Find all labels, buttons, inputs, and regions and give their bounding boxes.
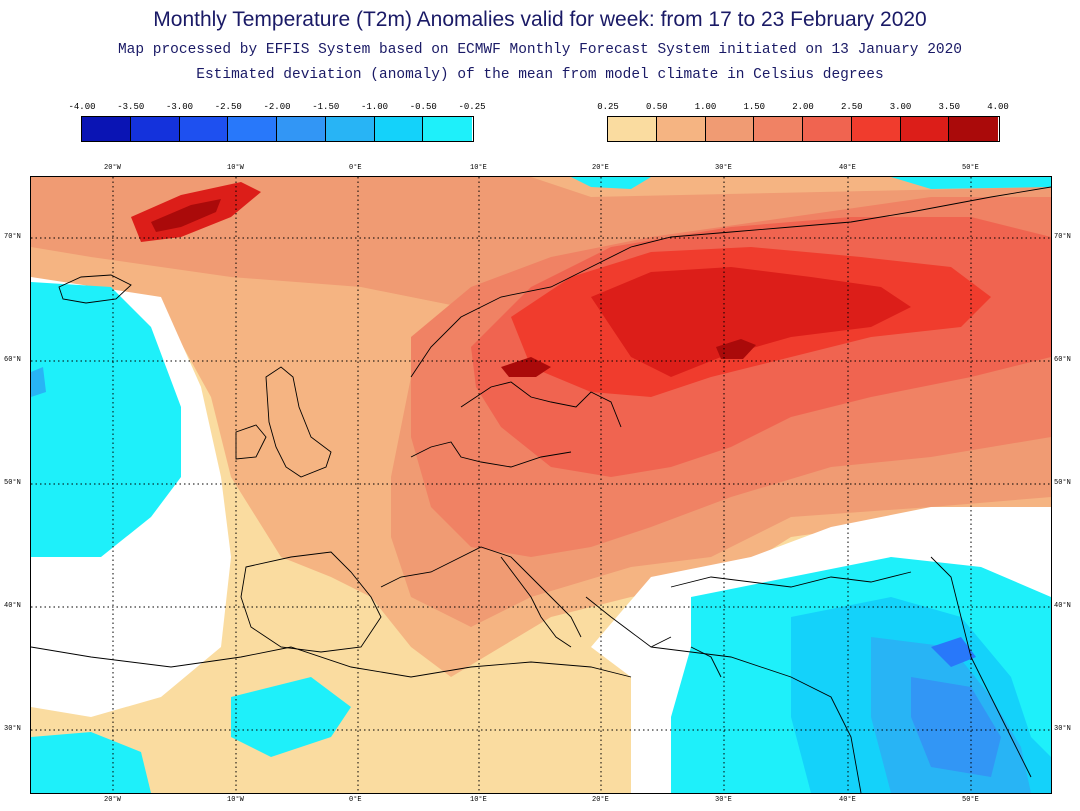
- lon-label: 20°E: [592, 164, 609, 172]
- lat-label: 70°N: [4, 233, 21, 241]
- anomaly-field-cold-arctic: [571, 177, 651, 189]
- anomaly-field-3.5-scandinavia: [501, 357, 551, 377]
- coastlines: [31, 186, 1051, 793]
- lat-label: 70°N: [1054, 233, 1071, 241]
- anomaly-field-cold-sw: [231, 677, 351, 757]
- lon-label: 0°E: [349, 796, 362, 804]
- graticule: [31, 177, 1051, 793]
- lat-label: 30°N: [1054, 725, 1071, 733]
- legend-cold-label: -1.00: [360, 102, 389, 112]
- legend-cold-label: -0.50: [409, 102, 437, 112]
- legend-warm-label: 4.00: [987, 102, 1009, 112]
- lon-label: 30°E: [715, 796, 732, 804]
- lon-label: 50°E: [962, 164, 979, 172]
- legend-cold-swatch: [130, 117, 180, 141]
- anomaly-field-cold-se-4: [911, 677, 1001, 777]
- lon-label: 40°E: [839, 796, 856, 804]
- legend-warm-swatch: [608, 117, 657, 141]
- legend-cold-label: -0.25: [458, 102, 486, 112]
- legend-warm-swatch: [851, 117, 901, 141]
- lon-label: 10°W: [227, 164, 244, 172]
- map-subtitle-units: Estimated deviation (anomaly) of the mea…: [196, 67, 884, 83]
- lat-label: 50°N: [1054, 479, 1071, 487]
- legend-warm-swatch: [754, 117, 803, 141]
- legend-warm-label: 1.00: [694, 102, 717, 112]
- lon-label: 20°W: [104, 164, 121, 172]
- legend-warm-swatch: [900, 117, 950, 141]
- anomaly-field-3.5-nw: [151, 199, 221, 232]
- legend-cold-label: -3.50: [117, 102, 145, 112]
- anomaly-field-cold-se-5: [931, 637, 976, 667]
- lon-label: 10°E: [470, 164, 487, 172]
- anomaly-field-cold-atlantic-edge: [31, 367, 46, 397]
- legend-warm-swatch: [705, 117, 755, 141]
- legend-warm-label: 3.50: [938, 102, 961, 112]
- lon-label: 10°E: [470, 796, 487, 804]
- lon-label: 20°E: [592, 796, 609, 804]
- legend-cold-swatch: [82, 117, 131, 141]
- lat-label: 60°N: [4, 356, 21, 364]
- legend-cold-label: -2.00: [263, 102, 291, 112]
- legend-warm-swatch: [949, 117, 998, 141]
- legend-cold-swatch: [423, 117, 472, 141]
- legend-warm-label: 0.25: [597, 102, 619, 112]
- anomaly-field-3.5-east: [716, 339, 756, 359]
- legend-cold-swatch: [374, 117, 424, 141]
- legend-warm-label: 0.50: [645, 102, 668, 112]
- legend-warm-label: 2.50: [840, 102, 863, 112]
- lon-label: 20°W: [104, 796, 121, 804]
- legend-warm-label: 1.50: [743, 102, 766, 112]
- legend-warm-label: 3.00: [889, 102, 912, 112]
- legend-cold-swatch: [325, 117, 375, 141]
- legend-cold-swatch: [277, 117, 326, 141]
- lat-label: 30°N: [4, 725, 21, 733]
- legend-warm-label: 2.00: [792, 102, 814, 112]
- legend-warm-swatch: [803, 117, 852, 141]
- anomaly-field-cold-sw-2: [31, 732, 151, 793]
- legend-cold-swatch: [179, 117, 229, 141]
- legend-cold-label: -4.00: [68, 102, 96, 112]
- map-title: Monthly Temperature (T2m) Anomalies vali…: [153, 8, 927, 31]
- lat-label: 40°N: [4, 602, 21, 610]
- lon-label: 0°E: [349, 164, 362, 172]
- legend-cold-bar: [81, 116, 474, 142]
- legend-warm-swatch: [656, 117, 706, 141]
- lon-label: 40°E: [839, 164, 856, 172]
- anomaly-field-cold-atlantic: [31, 282, 181, 557]
- lon-label: 30°E: [715, 164, 732, 172]
- legend-warm-bar: [607, 116, 1000, 142]
- lon-label: 50°E: [962, 796, 979, 804]
- lon-label: 10°W: [227, 796, 244, 804]
- anomaly-field-3.0: [591, 267, 911, 377]
- legend-cold-label: -1.50: [312, 102, 340, 112]
- legend-cold-label: -3.00: [165, 102, 194, 112]
- legend-cold-label: -2.50: [214, 102, 242, 112]
- map-subtitle-system: Map processed by EFFIS System based on E…: [117, 42, 963, 58]
- legend-cold-swatch: [228, 117, 277, 141]
- lat-label: 50°N: [4, 479, 21, 487]
- anomaly-map: [30, 176, 1052, 794]
- lat-label: 60°N: [1054, 356, 1071, 364]
- lat-label: 40°N: [1054, 602, 1071, 610]
